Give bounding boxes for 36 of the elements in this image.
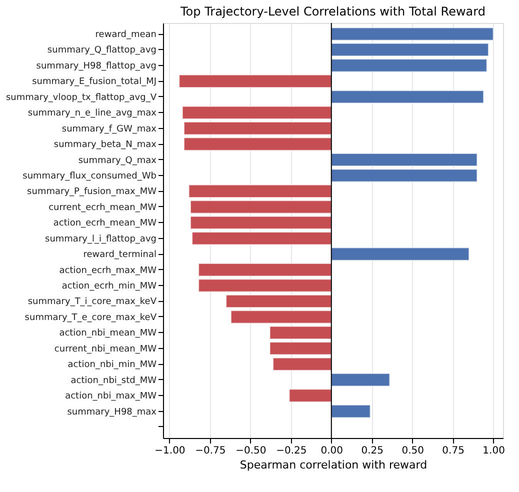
x-tick-label: 0.75 bbox=[442, 446, 464, 456]
y-tick-label: summary_E_fusion_total_MJ bbox=[32, 77, 156, 88]
x-tick-label: −0.50 bbox=[236, 446, 266, 456]
y-tick-label: current_ecrh_mean_MW bbox=[48, 202, 157, 213]
y-tick-label: summary_beta_N_max bbox=[54, 140, 158, 150]
y-tick-label: summary_f_GW_max bbox=[62, 124, 158, 134]
y-tick-label: summary_n_e_line_avg_max bbox=[28, 108, 158, 119]
x-tick-label: 0.50 bbox=[402, 446, 424, 456]
x-tick-label: −0.75 bbox=[195, 446, 226, 456]
y-tick-label: summary_Q_flattop_avg bbox=[47, 46, 156, 56]
y-tick-label: summary_P_fusion_max_MW bbox=[27, 187, 157, 198]
y-tick-label: reward_mean bbox=[95, 30, 156, 40]
y-tick-label: action_nbi_min_MW bbox=[68, 360, 157, 370]
y-tick-label: action_ecrh_min_MW bbox=[62, 282, 157, 292]
y-tick-label: summary_l_i_flattop_avg bbox=[45, 234, 156, 244]
y-tick-label: summary_T_e_core_max_keV bbox=[24, 312, 158, 323]
x-tick-label: 1.00 bbox=[482, 446, 505, 456]
y-tick-label: current_nbi_mean_MW bbox=[54, 344, 157, 354]
x-tick-label: 0.00 bbox=[320, 446, 344, 456]
y-tick-label: action_ecrh_mean_MW bbox=[53, 218, 157, 229]
y-tick-label: summary_vloop_tx_flattop_avg_V bbox=[6, 92, 158, 103]
y-tick-label: summary_T_i_core_max_keV bbox=[28, 297, 158, 308]
y-tick-label: action_ecrh_max_MW bbox=[59, 266, 157, 276]
x-tick-label: −0.25 bbox=[276, 446, 307, 456]
y-tick-label: action_nbi_std_MW bbox=[70, 376, 157, 386]
y-tick-label: reward_terminal bbox=[83, 250, 156, 260]
y-tick-label: action_nbi_mean_MW bbox=[59, 328, 157, 339]
x-tick-label: −1.00 bbox=[154, 446, 186, 456]
y-tick-label: action_nbi_max_MW bbox=[65, 392, 157, 402]
y-tick-label: summary_H98_max bbox=[67, 407, 158, 418]
y-tick-label: summary_H98_flattop_avg bbox=[36, 61, 156, 72]
x-axis-title: Spearman correlation with reward bbox=[240, 458, 428, 472]
x-tick-label: 0.25 bbox=[361, 446, 384, 456]
chart-title: Top Trajectory-Level Correlations with Total Reward bbox=[180, 4, 486, 18]
y-tick-label: summary_flux_consumed_Wb bbox=[22, 171, 157, 182]
y-tick-label: summary_Q_max bbox=[78, 156, 158, 166]
